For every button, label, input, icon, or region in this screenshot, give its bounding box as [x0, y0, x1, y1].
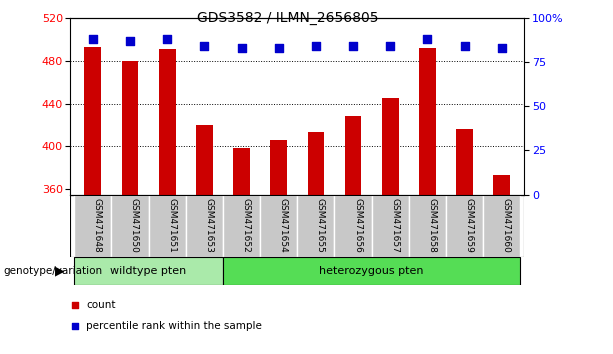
Bar: [121, 61, 139, 195]
Text: GSM471652: GSM471652: [242, 198, 251, 252]
Point: [422, 36, 432, 42]
Bar: [493, 175, 510, 195]
Bar: [260, 195, 297, 257]
Text: ▶: ▶: [55, 264, 64, 277]
Text: GSM471648: GSM471648: [93, 198, 102, 252]
Point: [460, 43, 470, 49]
Text: GSM471658: GSM471658: [427, 198, 436, 253]
Text: GSM471657: GSM471657: [390, 198, 399, 253]
Bar: [148, 195, 186, 257]
Bar: [85, 47, 101, 195]
Text: GSM471660: GSM471660: [502, 198, 511, 253]
Point: [311, 43, 321, 49]
Text: wildtype pten: wildtype pten: [110, 266, 187, 276]
Bar: [196, 125, 213, 195]
Text: genotype/variation: genotype/variation: [3, 266, 102, 276]
Bar: [446, 195, 483, 257]
Bar: [112, 195, 148, 257]
Bar: [409, 195, 446, 257]
Text: heterozygous pten: heterozygous pten: [319, 266, 424, 276]
Text: GSM471651: GSM471651: [167, 198, 176, 253]
Text: count: count: [86, 300, 116, 310]
Point: [70, 302, 80, 308]
Point: [88, 36, 97, 42]
Text: GSM471656: GSM471656: [353, 198, 362, 253]
Point: [237, 45, 246, 51]
Bar: [74, 195, 112, 257]
Text: GDS3582 / ILMN_2656805: GDS3582 / ILMN_2656805: [197, 11, 379, 25]
Text: GSM471654: GSM471654: [279, 198, 287, 252]
Point: [199, 43, 209, 49]
Point: [125, 38, 135, 44]
Bar: [297, 195, 335, 257]
Point: [348, 43, 358, 49]
Bar: [345, 116, 362, 195]
Bar: [74, 257, 223, 285]
Bar: [335, 195, 371, 257]
Bar: [419, 48, 436, 195]
Bar: [186, 195, 223, 257]
Text: GSM471655: GSM471655: [316, 198, 325, 253]
Bar: [371, 195, 409, 257]
Bar: [223, 195, 260, 257]
Point: [386, 43, 395, 49]
Bar: [382, 98, 398, 195]
Bar: [483, 195, 520, 257]
Bar: [233, 148, 250, 195]
Bar: [308, 132, 324, 195]
Text: GSM471653: GSM471653: [204, 198, 213, 253]
Point: [274, 45, 284, 51]
Point: [70, 323, 80, 329]
Bar: [456, 129, 473, 195]
Point: [497, 45, 507, 51]
Bar: [223, 257, 520, 285]
Bar: [270, 140, 287, 195]
Text: percentile rank within the sample: percentile rank within the sample: [86, 321, 262, 331]
Text: GSM471650: GSM471650: [130, 198, 139, 253]
Bar: [159, 49, 175, 195]
Point: [162, 36, 172, 42]
Text: GSM471659: GSM471659: [465, 198, 474, 253]
